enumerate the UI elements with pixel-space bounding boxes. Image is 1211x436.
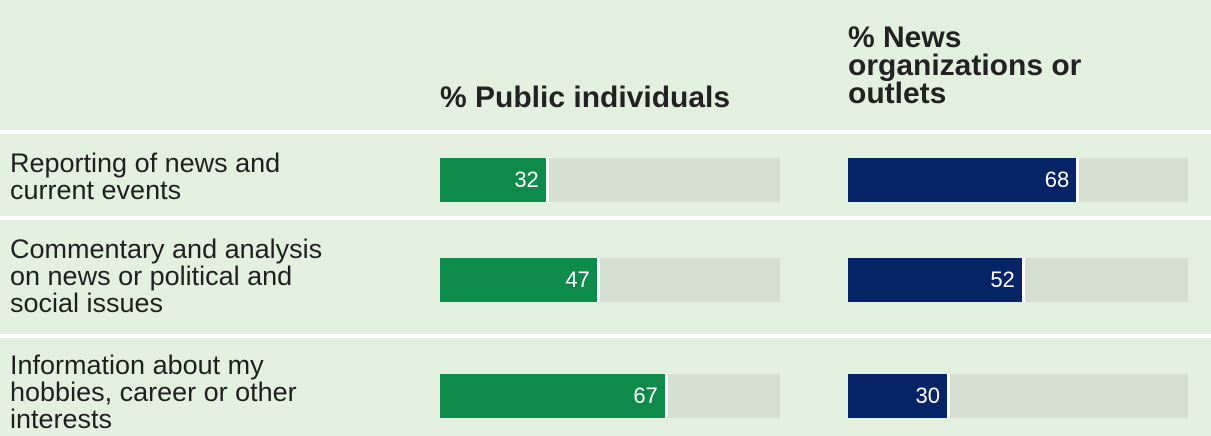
- category-label: Information about my hobbies, career or o…: [10, 352, 430, 433]
- bar-value-label: 68: [1044, 167, 1070, 192]
- row-divider: [0, 334, 1211, 338]
- row-divider: [0, 216, 1211, 220]
- bar-value-label: 30: [915, 383, 940, 408]
- bar-end-marker: [1021, 258, 1025, 302]
- public-bar: 67: [440, 374, 668, 418]
- category-label-line: on news or political and: [10, 261, 293, 291]
- bar-track: 52: [848, 258, 1188, 302]
- public-individuals-header: % Public individuals: [440, 81, 800, 114]
- row-divider: [0, 130, 1211, 134]
- bar-track: 30: [848, 374, 1188, 418]
- news-bar: 68: [848, 158, 1080, 202]
- category-label: Commentary and analysis on news or politi…: [10, 236, 430, 317]
- bar-end-marker: [1076, 158, 1080, 202]
- bar-value-label: 52: [990, 267, 1015, 292]
- bar-track: 32: [440, 158, 780, 202]
- category-label-line: current events: [10, 175, 182, 205]
- bar-track: 47: [440, 258, 780, 302]
- category-label: Reporting of news and current events: [10, 150, 430, 204]
- bar-end-marker: [664, 374, 668, 418]
- bar-track: 68: [848, 158, 1188, 202]
- bar-value-label: 67: [633, 383, 658, 408]
- bar-end-marker: [596, 258, 600, 302]
- category-label-line: Commentary and analysis: [10, 234, 323, 264]
- bar-value-label: 32: [514, 167, 539, 192]
- bar-end-marker: [947, 374, 950, 418]
- news-header-line: outlets: [848, 77, 947, 110]
- category-label-line: social issues: [10, 288, 164, 318]
- public-bar: 32: [440, 158, 549, 202]
- bar-track: 67: [440, 374, 780, 418]
- bar-end-marker: [545, 158, 549, 202]
- category-label-line: hobbies, career or other: [10, 377, 297, 407]
- category-label-line: Reporting of news and: [10, 148, 281, 178]
- news-header-line: organizations or: [848, 49, 1082, 82]
- public-bar: 47: [440, 258, 600, 302]
- news-organizations-header: % News organizations or outlets: [848, 21, 1188, 110]
- news-bar: 30: [848, 374, 950, 418]
- news-bar: 52: [848, 258, 1025, 302]
- category-label-line: Information about my: [10, 350, 264, 380]
- public-header-line: % Public individuals: [440, 81, 731, 114]
- category-label-line: interests: [10, 404, 113, 434]
- bar-value-label: 47: [565, 267, 590, 292]
- news-header-line: % News: [848, 21, 962, 54]
